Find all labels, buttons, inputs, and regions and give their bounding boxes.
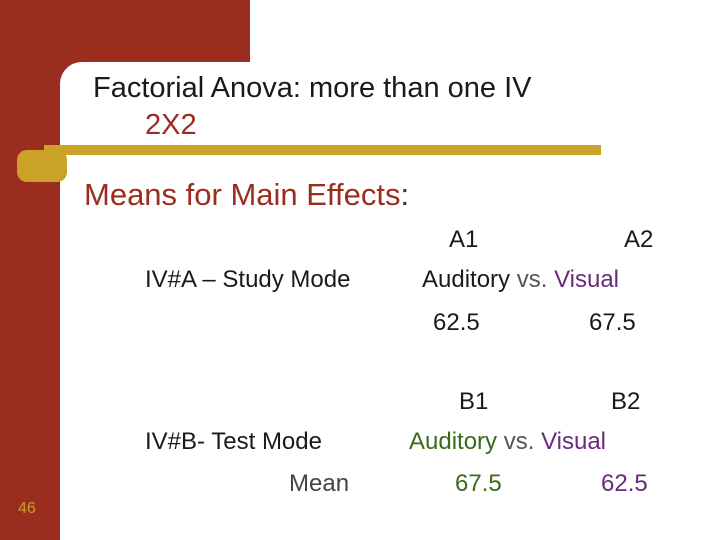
left-sidebar-band	[0, 0, 60, 540]
iv-b-col1-label: B1	[459, 388, 489, 415]
iv-b-vs: vs.	[503, 428, 535, 455]
iv-b-row-label: IV#B- Test Mode	[145, 428, 322, 455]
iv-b-level-line: Auditory vs. Visual	[409, 428, 606, 456]
iv-b-level2: Visual	[541, 428, 606, 455]
iv-a-vs: vs.	[516, 266, 548, 293]
section-heading-text: Means for Main Effects	[84, 177, 401, 212]
gold-divider-bar	[44, 145, 601, 155]
title-box	[60, 62, 600, 145]
iv-a-mean1: 62.5	[433, 309, 480, 336]
slide-title: Factorial Anova: more than one IV	[93, 72, 532, 104]
page-number: 46	[18, 500, 36, 517]
iv-a-col1-label: A1	[449, 226, 479, 253]
iv-a-level-line: Auditory vs. Visual	[422, 266, 619, 294]
iv-b-col2-label: B2	[611, 388, 641, 415]
section-heading-colon: :	[400, 177, 410, 212]
iv-b-level1: Auditory	[409, 428, 498, 455]
section-heading: Means for Main Effects:	[84, 177, 409, 213]
gold-divider-knob	[17, 150, 67, 182]
iv-b-mean2: 62.5	[601, 470, 648, 497]
iv-a-level1: Auditory	[422, 266, 511, 293]
iv-a-mean2: 67.5	[589, 309, 636, 336]
iv-a-level2: Visual	[554, 266, 619, 293]
iv-b-mean1: 67.5	[455, 470, 502, 497]
slide-subtitle: 2X2	[145, 109, 197, 141]
iv-b-mean-label: Mean	[289, 470, 350, 497]
iv-a-col2-label: A2	[624, 226, 654, 253]
iv-a-row-label: IV#A – Study Mode	[145, 266, 351, 293]
